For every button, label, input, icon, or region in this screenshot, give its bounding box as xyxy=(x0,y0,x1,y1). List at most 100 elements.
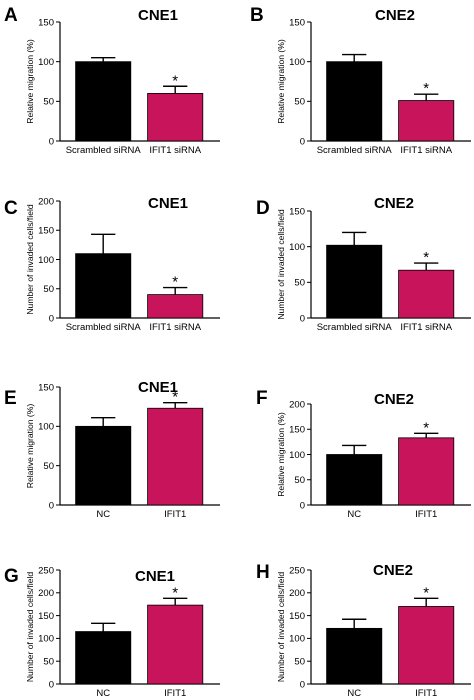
panel-letter: D xyxy=(256,198,270,219)
y-axis-label: Number of invaded cells/field xyxy=(276,209,286,320)
bar-2 xyxy=(147,294,204,319)
significance-star: * xyxy=(172,389,178,406)
chart-title: CNE1 xyxy=(135,568,175,585)
significance-star: * xyxy=(172,72,178,89)
y-tick-label: 150 xyxy=(289,17,305,28)
y-axis-label: Relative migration (%) xyxy=(25,39,35,124)
panel-letter: A xyxy=(4,5,18,26)
y-tick-label: 150 xyxy=(289,425,305,436)
chart-title: CNE2 xyxy=(374,195,414,212)
bar-2 xyxy=(147,407,204,506)
x-tick-label: IFIT1 siRNA xyxy=(149,145,201,156)
panel-b: B CNE2 0 50 100 150 Relative migration (%) Scra… xyxy=(250,5,471,156)
x-tick-label: Scrambled siRNA xyxy=(317,322,393,333)
y-tick-label: 200 xyxy=(38,588,54,599)
bar-1 xyxy=(326,627,383,685)
bar-1 xyxy=(75,425,132,506)
significance-star: * xyxy=(423,249,429,266)
panel-letter: B xyxy=(250,5,264,26)
y-axis-label: Relative migration (%) xyxy=(25,404,35,489)
y-tick-label: 100 xyxy=(38,255,54,266)
significance-star: * xyxy=(423,419,429,436)
y-tick-label: 100 xyxy=(38,422,54,433)
y-axis-label: Number of invaded cells/field xyxy=(276,572,286,683)
y-axis-label: Number of invaded cells/field xyxy=(25,204,35,315)
x-tick-label: Scrambled siRNA xyxy=(66,145,142,156)
y-tick-label: 250 xyxy=(289,565,305,576)
y-tick-label: 200 xyxy=(38,196,54,207)
significance-star: * xyxy=(172,584,178,601)
y-tick-label: 0 xyxy=(300,136,305,147)
x-tick-label: Scrambled siRNA xyxy=(66,322,142,333)
y-tick-label: 50 xyxy=(294,657,305,668)
significance-star: * xyxy=(423,584,429,601)
panel-letter: H xyxy=(256,562,270,583)
y-tick-label: 50 xyxy=(43,461,54,472)
bar-2 xyxy=(147,93,204,142)
y-tick-label: 150 xyxy=(289,611,305,622)
x-tick-label: IFIT1 xyxy=(415,688,437,699)
bar-2 xyxy=(147,604,204,685)
y-tick-label: 0 xyxy=(49,500,54,511)
panel-letter: C xyxy=(4,198,18,219)
chart-title: CNE2 xyxy=(373,562,413,579)
bar-1 xyxy=(326,61,383,142)
bar-2 xyxy=(398,606,455,685)
y-tick-label: 0 xyxy=(300,500,305,511)
x-tick-label: NC xyxy=(96,509,110,520)
bar-2 xyxy=(398,269,455,319)
y-tick-label: 100 xyxy=(289,57,305,68)
y-tick-label: 200 xyxy=(289,588,305,599)
significance-star: * xyxy=(423,80,429,97)
y-tick-label: 150 xyxy=(38,382,54,393)
y-axis-label: Number of invaded cells/field xyxy=(25,572,35,683)
y-tick-label: 50 xyxy=(294,475,305,486)
significance-star: * xyxy=(172,274,178,291)
x-tick-label: IFIT1 xyxy=(164,688,186,699)
y-tick-label: 250 xyxy=(38,565,54,576)
y-tick-label: 150 xyxy=(38,17,54,28)
y-tick-label: 0 xyxy=(49,679,54,690)
y-tick-label: 50 xyxy=(43,97,54,108)
x-tick-label: Scrambled siRNA xyxy=(317,145,393,156)
chart-title: CNE1 xyxy=(138,7,178,24)
x-tick-label: IFIT1 xyxy=(164,509,186,520)
y-tick-label: 0 xyxy=(300,679,305,690)
y-tick-label: 100 xyxy=(38,634,54,645)
y-tick-label: 50 xyxy=(294,278,305,289)
chart-title: CNE1 xyxy=(148,195,188,212)
x-tick-label: NC xyxy=(347,688,361,699)
x-tick-label: NC xyxy=(96,688,110,699)
y-tick-label: 50 xyxy=(43,284,54,295)
y-tick-label: 100 xyxy=(289,242,305,253)
y-tick-label: 50 xyxy=(294,97,305,108)
panel-a: A CNE1 0 50 100 150 Relative migration (%) Scra… xyxy=(4,5,220,156)
panel-e: E CNE1 0 50 100 150 Relative migration (%) NC * I… xyxy=(4,379,220,520)
y-tick-label: 100 xyxy=(289,450,305,461)
y-tick-label: 100 xyxy=(38,57,54,68)
y-tick-label: 200 xyxy=(289,399,305,410)
chart-title: CNE2 xyxy=(374,391,414,408)
bar-1 xyxy=(75,253,132,319)
panel-letter: F xyxy=(256,388,268,409)
bar-1 xyxy=(75,61,132,142)
chart-title: CNE1 xyxy=(138,379,178,396)
chart-title: CNE2 xyxy=(375,7,415,24)
y-tick-label: 100 xyxy=(289,634,305,645)
y-tick-label: 50 xyxy=(43,657,54,668)
x-tick-label: IFIT1 siRNA xyxy=(149,322,201,333)
bar-1 xyxy=(326,454,383,506)
y-tick-label: 0 xyxy=(49,136,54,147)
x-tick-label: IFIT1 siRNA xyxy=(400,322,452,333)
y-tick-label: 0 xyxy=(49,313,54,324)
y-tick-label: 150 xyxy=(289,206,305,217)
x-tick-label: NC xyxy=(347,509,361,520)
y-axis-label: Relative migration (%) xyxy=(276,39,286,124)
y-tick-label: 0 xyxy=(300,313,305,324)
